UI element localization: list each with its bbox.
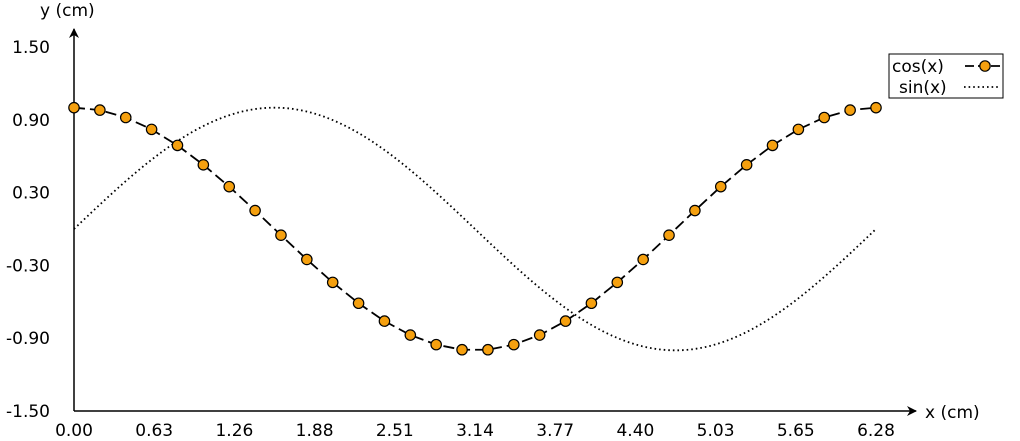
data-point-cos — [301, 253, 313, 266]
x-tick-label: 5.03 — [697, 421, 735, 437]
data-point-cos — [352, 297, 365, 310]
data-point-cos — [792, 123, 805, 136]
data-point-cos — [611, 276, 624, 289]
data-point-cos — [171, 139, 184, 152]
y-axis-label: y (cm) — [40, 1, 95, 21]
data-point-cos — [508, 338, 520, 351]
y-tick-label: -0.90 — [6, 329, 50, 349]
data-point-cos — [119, 111, 132, 124]
data-point-cos — [663, 229, 675, 241]
y-tick-label: -0.30 — [6, 256, 50, 276]
x-tick-label: 2.51 — [376, 421, 414, 437]
data-point-cos — [223, 180, 236, 193]
data-point-cos — [870, 101, 882, 114]
data-point-cos — [430, 338, 442, 351]
x-tick-label: 1.88 — [296, 421, 334, 437]
data-point-cos — [326, 276, 339, 289]
data-point-cos — [94, 104, 106, 116]
data-point-cos — [456, 343, 468, 356]
series-layer — [68, 101, 882, 356]
data-point-cos — [689, 204, 701, 217]
x-tick-label: 6.28 — [857, 421, 895, 437]
data-point-cos — [533, 329, 546, 341]
data-point-cos — [482, 343, 494, 356]
data-point-cos — [559, 315, 572, 327]
x-tick-label: 0.63 — [135, 421, 173, 437]
y-tick-label: 0.30 — [12, 184, 50, 204]
data-point-cos — [197, 159, 210, 171]
data-point-cos — [404, 329, 417, 341]
legend-swatch-cos — [965, 60, 1000, 72]
data-point-cos — [275, 229, 287, 241]
data-point-cos — [145, 123, 158, 136]
x-tick-label: 4.40 — [616, 421, 654, 437]
data-point-cos — [714, 180, 727, 193]
x-tick-label: 3.14 — [456, 421, 494, 437]
y-tick-label: 0.90 — [12, 111, 50, 131]
data-point-cos — [766, 139, 779, 152]
x-tick-label: 0.00 — [55, 421, 93, 437]
x-axis-label: x (cm) — [925, 403, 980, 423]
x-tick-label: 1.26 — [215, 421, 253, 437]
x-tick-label: 5.65 — [777, 421, 815, 437]
legend-swatch-marker-cos — [979, 60, 991, 72]
data-point-cos — [249, 204, 261, 217]
legend-label-sin: sin(x) — [899, 78, 947, 98]
data-point-cos — [378, 315, 391, 327]
y-ticks: -1.50 -0.90 -0.30 0.30 0.90 1.50 — [6, 38, 50, 422]
y-tick-label: 1.50 — [12, 38, 50, 58]
x-ticks: 0.00 0.63 1.26 1.88 2.51 3.14 3.77 4.40 5.03 5.65… — [55, 421, 895, 441]
data-point-cos — [637, 253, 649, 266]
data-point-cos — [818, 111, 831, 124]
data-point-cos — [844, 104, 856, 116]
legend-label-cos: cos(x) — [892, 57, 944, 77]
data-point-cos — [585, 297, 598, 310]
y-tick-label: -1.50 — [6, 402, 50, 422]
series-line-sin — [73, 106, 877, 352]
legend: cos(x) sin(x) — [888, 53, 1004, 99]
x-tick-label: 3.77 — [536, 421, 574, 437]
data-point-cos — [68, 101, 80, 114]
data-point-cos — [740, 159, 753, 171]
